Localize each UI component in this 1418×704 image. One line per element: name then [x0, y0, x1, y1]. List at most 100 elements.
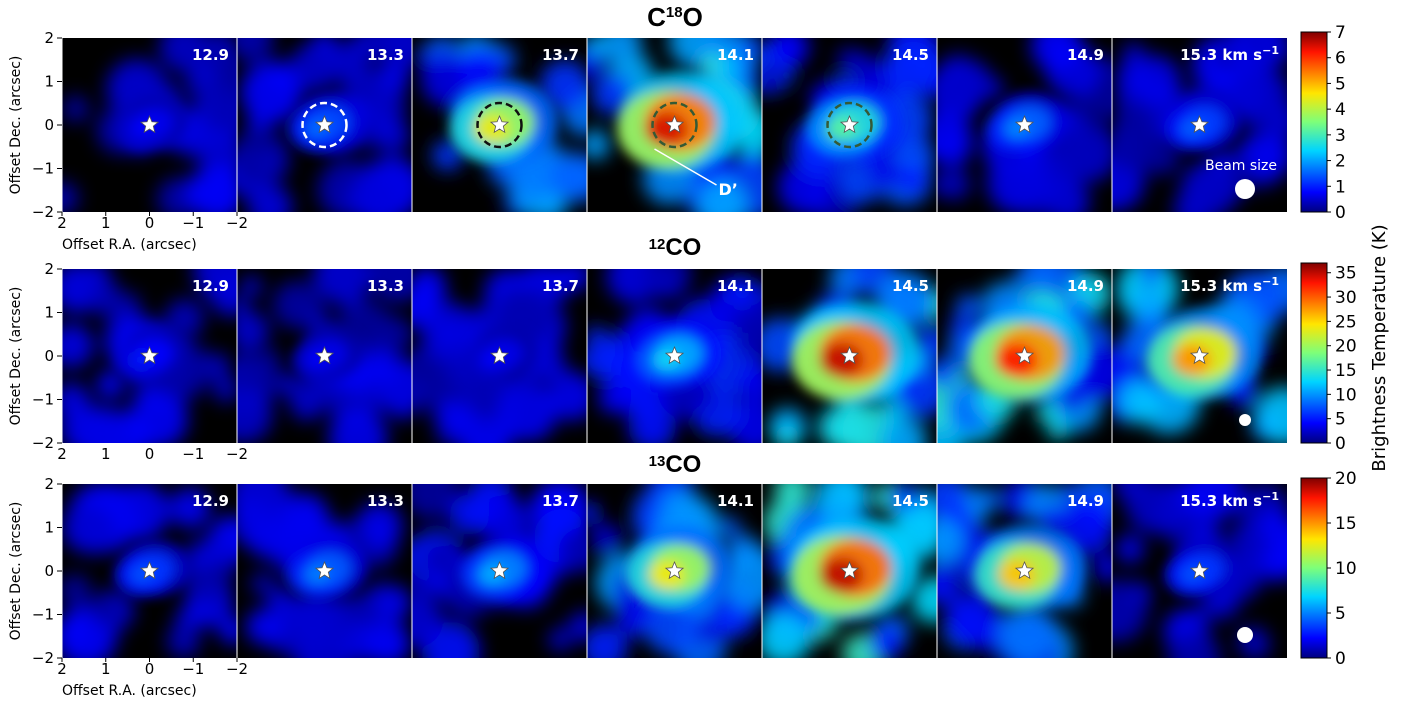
source-star-icon [139, 560, 160, 580]
xtick-label: −1 [182, 660, 204, 678]
source-star-icon [139, 114, 160, 134]
colorbar-gradient [1300, 31, 1328, 213]
source-star-icon [314, 345, 335, 365]
colorbar-tick-label: 7 [1335, 23, 1346, 43]
ylabel: Offset Dec. (arcsec) [8, 502, 24, 641]
emission-map [237, 484, 412, 658]
beam-size-icon [1237, 627, 1253, 643]
colorbar-12co: 0 5 10 15 20 25 30 35 [1300, 262, 1357, 454]
colorbar-tick-label: 10 [1335, 559, 1357, 579]
dashed-circle-marker [301, 101, 348, 149]
xlabel: Offset R.A. (arcsec) [62, 683, 197, 699]
channel-panel-13co-15.3: 15.3 km s−1 [1111, 484, 1287, 658]
yaxis-12co: 2 1 0 −1 −2 Offset Dec. (arcsec) [8, 260, 62, 452]
colorbar-gradient [1300, 477, 1328, 659]
emission-map [937, 484, 1112, 658]
channel-panel-c18o-15.3: 15.3 km s−1 Beam size [1111, 38, 1287, 212]
xtick-label: 0 [145, 445, 155, 463]
emission-map [1112, 38, 1287, 212]
velocity-label: 14.9 [1067, 277, 1104, 295]
source-star-icon [1189, 560, 1210, 580]
channel-panel-13co-12.9: 12.9 [61, 484, 237, 658]
emission-map [237, 38, 412, 212]
source-star-icon [839, 114, 860, 134]
colorbar-tick-label: 5 [1335, 604, 1346, 624]
colorbar-tick-label: 15 [1335, 361, 1357, 381]
ylabel: Offset Dec. (arcsec) [8, 287, 24, 426]
emission-core [634, 320, 722, 386]
source-star-icon [1014, 114, 1035, 134]
ytick-label: −2 [32, 203, 54, 221]
colorbar-tick-label: 2 [1335, 152, 1346, 172]
colorbar-gradient [1300, 262, 1328, 444]
source-star-icon [664, 560, 685, 580]
velocity-label: 12.9 [192, 492, 229, 510]
beam-size-icon [1235, 179, 1255, 199]
xlabel: Offset R.A. (arcsec) [62, 237, 197, 253]
channel-panel-c18o-13.7: 13.7 [411, 38, 587, 212]
row-title-c18o: C18O [647, 2, 703, 32]
source-star-icon [139, 345, 160, 365]
source-star-icon [664, 345, 685, 365]
colorbar-tick-label: 0 [1335, 649, 1346, 669]
beam-size-icon [1239, 414, 1251, 426]
xtick-label: 1 [101, 660, 111, 678]
velocity-label: 12.9 [192, 46, 229, 64]
xaxis-c18o: 2 1 0 −1 −2 Offset R.A. (arcsec) [57, 212, 248, 253]
row-title-13co: 13CO [648, 451, 702, 478]
xtick-label: 1 [101, 445, 111, 463]
channel-panel-c18o-14.5: 14.5 [761, 38, 937, 212]
ytick-label: 0 [44, 562, 54, 580]
velocity-label: 13.7 [542, 492, 579, 510]
channel-panel-12co-14.5: 14.5 [761, 269, 937, 443]
channel-panel-13co-14.9: 14.9 [936, 484, 1112, 658]
velocity-label: 14.5 [892, 46, 929, 64]
ytick-label: −2 [32, 649, 54, 667]
ytick-label: 2 [44, 475, 54, 493]
channel-panel-12co-15.3: 15.3 km s−1 [1111, 269, 1287, 443]
velocity-label: 15.3 km s−1 [1180, 490, 1279, 510]
ytick-label: 1 [44, 519, 54, 537]
xtick-label: −1 [182, 214, 204, 232]
ytick-label: −2 [32, 434, 54, 452]
channel-panel-13co-13.3: 13.3 [236, 484, 412, 658]
channel-panel-12co-14.9: 14.9 [936, 269, 1112, 443]
velocity-label: 14.5 [892, 277, 929, 295]
colorbar-tick-label: 35 [1335, 264, 1357, 284]
ytick-label: −1 [32, 606, 54, 624]
ytick-label: 0 [44, 347, 54, 365]
colorbar-tick-label: 10 [1335, 385, 1357, 405]
xtick-label: 0 [145, 214, 155, 232]
dashed-circle-marker [651, 101, 698, 149]
velocity-label: 13.3 [367, 277, 404, 295]
ytick-label: −1 [32, 160, 54, 178]
velocity-label: 13.7 [542, 46, 579, 64]
ytick-label: 0 [44, 116, 54, 134]
source-star-icon [489, 560, 510, 580]
colorbar-tick-label: 0 [1335, 434, 1346, 454]
velocity-label: 14.1 [717, 277, 754, 295]
source-star-icon [664, 114, 685, 134]
colorbar-tick-label: 0 [1335, 203, 1346, 223]
colorbar-tick-label: 25 [1335, 312, 1357, 332]
channel-panel-12co-13.7: 13.7 [411, 269, 587, 443]
channel-panel-c18o-13.3: 13.3 [236, 38, 412, 212]
xtick-label: −1 [182, 445, 204, 463]
colorbar-tick-label: 20 [1335, 469, 1357, 489]
annotation-leader-line [654, 148, 717, 186]
xtick-label: −2 [226, 660, 248, 678]
colorbar-tick-label: 5 [1335, 74, 1346, 94]
emission-map [62, 484, 237, 658]
velocity-label: 14.5 [892, 492, 929, 510]
yaxis-13co: 2 1 0 −1 −2 Offset Dec. (arcsec) [8, 475, 62, 667]
emission-core [987, 92, 1068, 153]
channel-panel-c18o-14.1: 14.1 D’ [586, 38, 762, 212]
colorbar-tick-label: 15 [1335, 514, 1357, 534]
source-star-icon [314, 114, 335, 134]
velocity-label: 13.3 [367, 492, 404, 510]
colorbar-tick-label: 4 [1335, 100, 1346, 120]
channel-panel-13co-14.1: 14.1 [586, 484, 762, 658]
channel-panel-13co-13.7: 13.7 [411, 484, 587, 658]
xtick-label: 2 [57, 445, 67, 463]
source-star-icon [489, 114, 510, 134]
